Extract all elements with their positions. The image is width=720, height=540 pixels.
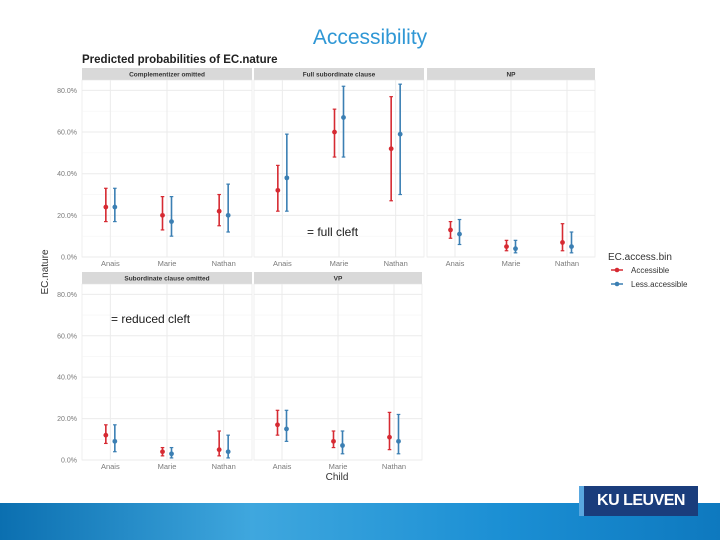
x-tick-label-complementizer-omitted-nathan: Nathan — [212, 259, 236, 268]
legend-swatch-less-accessible-dot — [614, 281, 620, 287]
point-full-subordinate-clause-accessible-marie — [332, 129, 337, 135]
panel-strip-label-vp: VP — [334, 276, 343, 283]
panel-subordinate-clause-omitted: Subordinate clause omitted 0.0% 20.0% 40.0%… — [57, 272, 253, 471]
point-np-less-accessible-marie — [513, 246, 518, 252]
point-np-less-accessible-anais — [457, 231, 462, 237]
panel-np: NP Anais Marie Nathan — [426, 68, 596, 268]
x-tick-label-subordinate-clause-omitted-marie: Marie — [158, 462, 177, 471]
point-full-subordinate-clause-accessible-anais — [275, 187, 281, 193]
annotation-reduced-cleft: = reduced cleft — [111, 312, 191, 326]
y-tick-label-subordinate-clause-omitted-3: 60.0% — [57, 333, 77, 340]
point-vp-accessible-marie — [331, 438, 336, 444]
x-tick-label-np-nathan: Nathan — [555, 259, 579, 268]
y-tick-label-complementizer-omitted-2: 40.0% — [57, 171, 77, 178]
x-tick-label-full-subordinate-clause-nathan: Nathan — [384, 259, 408, 268]
y-tick-label-complementizer-omitted-0: 0.0% — [61, 255, 77, 262]
x-tick-label-subordinate-clause-omitted-anais: Anais — [101, 462, 120, 471]
x-tick-label-vp-marie: Marie — [329, 462, 348, 471]
point-complementizer-omitted-accessible-nathan — [216, 208, 222, 214]
point-vp-less-accessible-nathan — [396, 438, 401, 444]
panel-strip-full-subordinate-clause — [254, 68, 424, 80]
y-tick-label-subordinate-clause-omitted-4: 80.0% — [57, 292, 77, 299]
x-tick-label-np-marie: Marie — [502, 259, 521, 268]
legend-swatch-accessible-dot — [614, 267, 620, 273]
slide-title: Accessibility — [312, 26, 428, 49]
legend-label-accessible: Accessible — [631, 266, 670, 275]
point-vp-less-accessible-anais — [284, 426, 289, 432]
point-subordinate-clause-omitted-less-accessible-anais — [112, 438, 118, 444]
x-tick-label-complementizer-omitted-anais: Anais — [101, 259, 120, 268]
legend-entry-accessible: Accessible — [611, 266, 670, 275]
y-axis-label: EC.nature — [40, 249, 51, 294]
point-subordinate-clause-omitted-accessible-nathan — [216, 447, 222, 453]
legend-entry-less-accessible: Less.accessible — [611, 280, 688, 289]
panel-strip-label-full-subordinate-clause: Full subordinate clause — [303, 72, 376, 79]
panel-strip-label-complementizer-omitted: Complementizer omitted — [129, 72, 205, 79]
point-complementizer-omitted-less-accessible-marie — [169, 219, 174, 225]
point-subordinate-clause-omitted-less-accessible-nathan — [225, 449, 231, 455]
x-tick-label-subordinate-clause-omitted-nathan: Nathan — [212, 462, 236, 471]
legend-title: EC.access.bin — [608, 252, 672, 263]
point-subordinate-clause-omitted-accessible-marie — [160, 449, 165, 455]
point-complementizer-omitted-accessible-anais — [103, 204, 109, 210]
y-tick-label-subordinate-clause-omitted-0: 0.0% — [61, 458, 77, 465]
y-tick-label-complementizer-omitted-3: 60.0% — [57, 130, 77, 137]
panel-strip-vp — [254, 272, 422, 284]
panel-strip-complementizer-omitted — [82, 68, 252, 80]
point-np-less-accessible-nathan — [569, 244, 574, 249]
point-subordinate-clause-omitted-less-accessible-marie — [169, 451, 174, 457]
panel-strip-label-np: NP — [506, 72, 516, 79]
x-tick-label-np-anais: Anais — [446, 259, 465, 268]
annotation-full-cleft: = full cleft — [307, 225, 359, 239]
chart-title: Predicted probabilities of EC.nature — [82, 54, 278, 66]
point-full-subordinate-clause-less-accessible-anais — [284, 175, 290, 181]
x-tick-label-vp-anais: Anais — [273, 462, 292, 471]
panel-full-subordinate-clause: Full subordinate clause Anais Marie Nathan — [253, 68, 425, 268]
y-tick-label-complementizer-omitted-1: 20.0% — [57, 213, 77, 220]
point-full-subordinate-clause-less-accessible-nathan — [397, 131, 403, 137]
x-tick-label-full-subordinate-clause-anais: Anais — [273, 259, 292, 268]
point-vp-less-accessible-marie — [340, 443, 345, 448]
panel-strip-np — [427, 68, 595, 80]
panel-complementizer-omitted: Complementizer omitted 0.0% 20.0% 40.0% 60.0… — [57, 68, 253, 268]
point-np-accessible-marie — [504, 244, 509, 249]
point-complementizer-omitted-less-accessible-anais — [112, 204, 118, 210]
point-complementizer-omitted-accessible-marie — [160, 212, 165, 218]
point-full-subordinate-clause-accessible-nathan — [388, 146, 394, 152]
x-tick-label-vp-nathan: Nathan — [382, 462, 406, 471]
panels-layer: Complementizer omitted 0.0% 20.0% 40.0% 60.0… — [57, 68, 596, 471]
point-complementizer-omitted-less-accessible-nathan — [225, 212, 231, 218]
point-np-accessible-nathan — [560, 240, 565, 245]
x-tick-label-full-subordinate-clause-marie: Marie — [330, 259, 349, 268]
y-tick-label-subordinate-clause-omitted-1: 20.0% — [57, 416, 77, 423]
x-tick-label-complementizer-omitted-marie: Marie — [158, 259, 177, 268]
panel-strip-subordinate-clause-omitted — [82, 272, 252, 284]
y-tick-label-subordinate-clause-omitted-2: 40.0% — [57, 375, 77, 382]
point-np-accessible-anais — [448, 227, 453, 233]
ku-leuven-logo: KU LEUVEN — [579, 486, 698, 516]
point-vp-accessible-anais — [275, 422, 280, 428]
legend-label-less-accessible: Less.accessible — [631, 280, 688, 289]
panel-strip-label-subordinate-clause-omitted: Subordinate clause omitted — [124, 276, 209, 283]
point-vp-accessible-nathan — [387, 434, 392, 440]
x-axis-label: Child — [326, 472, 349, 483]
y-tick-label-complementizer-omitted-4: 80.0% — [57, 88, 77, 95]
panel-vp: VP Anais Marie Nathan — [253, 272, 423, 471]
chart-legend: EC.access.bin Accessible Less.accessible — [608, 252, 688, 289]
point-subordinate-clause-omitted-accessible-anais — [103, 432, 109, 438]
point-full-subordinate-clause-less-accessible-marie — [341, 115, 346, 120]
